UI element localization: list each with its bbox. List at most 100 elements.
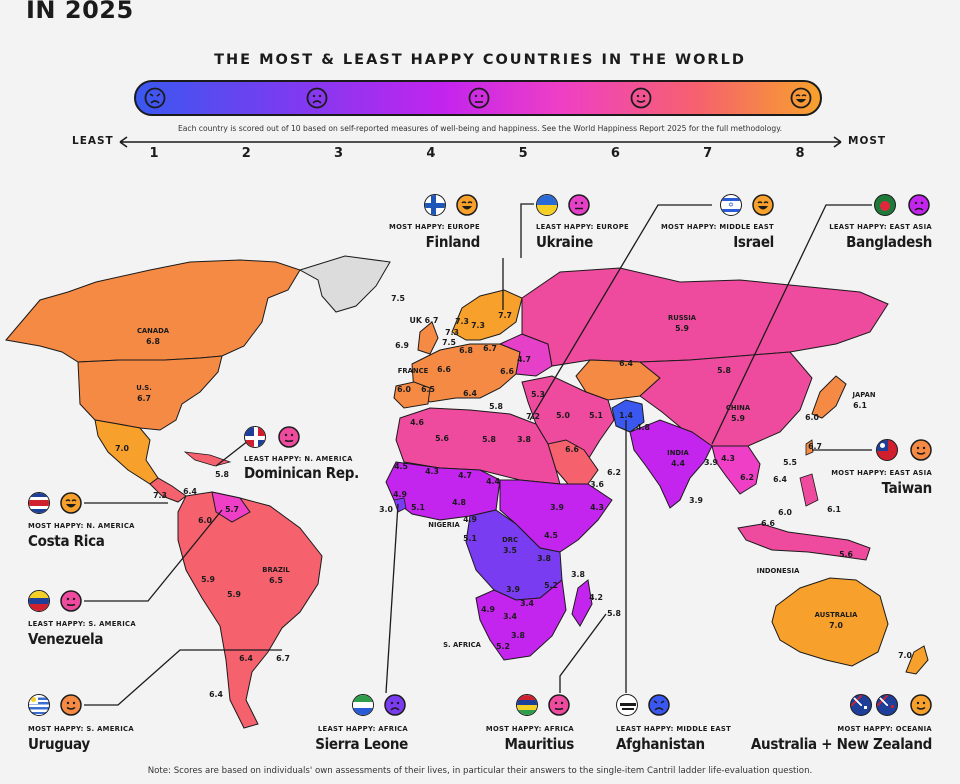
venezuela-leader [84,509,223,602]
map-label: 3.8 [517,435,531,444]
bangladesh-leader [711,204,872,445]
map-label: 3.6 [590,480,604,489]
oceania-name: Australia + New Zealand [750,735,932,753]
map-value-labels: CANADA 6.8 U.S. 6.7 7.0 7.3 6.4 5.8 6.0 5.7 BRAZIL… [115,294,912,699]
region-caribbean [183,451,232,467]
map-label: 6.0 [198,516,212,525]
map-label: 5.6 [839,550,853,559]
map-label: 5.6 [435,434,449,443]
map-label: S. AFRICA [443,641,481,649]
venezuela-flag-icon [28,590,50,612]
region-greenland [298,255,391,313]
scale-tick-7: 7 [703,146,713,161]
region-taiwan [805,439,814,456]
map-label: 6.7 [276,654,290,663]
map-label: 4.4 [671,459,685,468]
map-label: CHINA [726,404,751,412]
map-label: 4.3 [721,454,735,463]
map-label: BRAZIL [262,566,290,574]
map-label: 6.7 [483,344,497,353]
map-label: 7.5 [391,294,405,303]
map-label: 6.4 [463,389,477,398]
region-afghanistan [611,399,645,433]
chart-subtitle: THE MOST & LEAST HAPPY COUNTRIES IN THE … [214,52,746,68]
map-label: 7.2 [526,412,540,421]
region-east-africa [499,479,613,553]
map-label: AUSTRALIA [815,611,858,619]
region-middle-east [521,375,615,469]
map-label: 3.8 [511,631,525,640]
map-label: 4.2 [589,593,603,602]
map-label: 4.9 [463,515,477,524]
region-sierra-leone [393,497,407,513]
map-label: 7.3 [153,491,167,500]
finland-caption: MOST HAPPY: EUROPE [389,223,480,231]
sierraleone-name: Sierra Leone [315,735,408,753]
region-australia [771,577,889,667]
map-label: 4.5 [544,531,558,540]
map-label: 5.2 [496,642,510,651]
new-zealand-flag-icon [876,694,898,716]
map-label: 6.6 [761,519,775,528]
map-label: 5.1 [589,411,603,420]
very-happy-face-icon [790,87,812,109]
map-label: 5.7 [225,505,239,514]
region-uk [417,321,439,355]
map-label: 7.0 [829,621,843,630]
footnote: Note: Scores are based on individuals' o… [147,766,813,776]
afghanistan-name: Afghanistan [616,735,705,753]
region-southern-africa [475,579,567,661]
map-label: 6.5 [269,576,283,585]
map-label: 4.9 [393,490,407,499]
map-land [5,255,929,729]
map-label: 3.8 [537,554,551,563]
map-label: 7.5 [442,338,456,347]
dominican-flag-icon [244,426,266,448]
bangladesh-flag-icon [874,194,896,216]
map-label: 5.0 [556,411,570,420]
map-label: 4.9 [481,605,495,614]
costarica-flag-icon [28,492,50,514]
neutral-emoji-icon [278,426,300,448]
map-label: UK 6.7 [410,316,439,325]
map-label: 5.1 [463,534,477,543]
region-indonesia [737,523,871,561]
map-label: 4.6 [410,418,424,427]
map-label: 5.9 [731,414,745,423]
israel-caption: MOST HAPPY: MIDDLE EAST [660,223,774,231]
uruguay-leader [84,649,282,706]
costarica-name: Costa Rica [28,532,105,550]
map-label: 4.7 [517,355,531,364]
scale-least-label: LEAST [72,135,114,147]
region-philippines [799,473,819,507]
map-label: 7.3 [471,321,485,330]
very-unhappy-emoji-icon [648,694,670,716]
map-label: 6.4 [183,487,197,496]
map-label: 6.1 [853,401,867,410]
scale-tick-6: 6 [610,146,620,161]
map-label: 4.3 [590,503,604,512]
scale-most-label: MOST [848,135,887,147]
map-label: 3.8 [571,570,585,579]
very-happy-emoji-icon [456,194,478,216]
sierraleone-caption: LEAST HAPPY: AFRICA [317,725,408,733]
map-label: 3.4 [503,612,517,621]
neutral-emoji-icon [568,194,590,216]
venezuela-caption: LEAST HAPPY: S. AMERICA [28,620,136,628]
finland-flag-icon [424,194,446,216]
region-venezuela [211,491,251,523]
map-label: FRANCE [398,367,429,375]
ukraine-caption: LEAST HAPPY: EUROPE [536,223,629,231]
map-label: 6.7 [808,442,822,451]
map-label: 6.4 [239,654,253,663]
map-label: 4.3 [425,467,439,476]
map-label: 7.7 [498,311,512,320]
finland-name: Finland [425,233,481,251]
map-label: 5.9 [675,324,689,333]
map-label: 3.9 [689,496,703,505]
israel-leader [529,204,712,421]
map-label: 3.4 [520,599,534,608]
israel-flag-icon: ✡ [720,194,742,216]
map-label: 3.5 [503,546,517,555]
dominican-caption: LEAST HAPPY: N. AMERICA [244,455,353,463]
